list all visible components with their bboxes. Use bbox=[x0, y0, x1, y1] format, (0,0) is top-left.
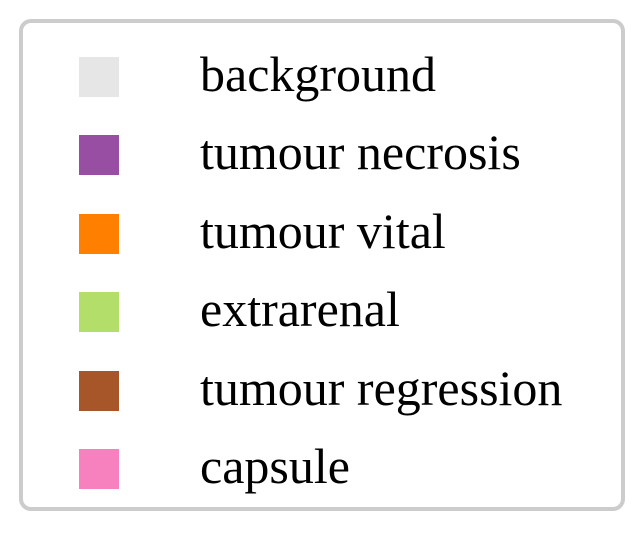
legend-item-tumour-regression: tumour regression bbox=[23, 357, 621, 417]
legend-label-tumour-necrosis: tumour necrosis bbox=[200, 124, 521, 180]
legend-label-background: background bbox=[200, 46, 437, 102]
legend-label-tumour-regression: tumour regression bbox=[200, 360, 563, 416]
legend-swatch-capsule bbox=[79, 449, 119, 489]
legend-item-tumour-vital: tumour vital bbox=[23, 200, 621, 260]
legend-item-background: background bbox=[23, 43, 621, 103]
legend-label-extrarenal: extrarenal bbox=[200, 281, 400, 337]
legend-box: background tumour necrosis tumour vital … bbox=[19, 19, 625, 511]
legend-label-tumour-vital: tumour vital bbox=[200, 203, 446, 259]
legend-item-extrarenal: extrarenal bbox=[23, 278, 621, 338]
legend-label-capsule: capsule bbox=[200, 438, 350, 494]
legend-swatch-extrarenal bbox=[79, 292, 119, 332]
legend-swatch-tumour-necrosis bbox=[79, 135, 119, 175]
legend-swatch-tumour-vital bbox=[79, 214, 119, 254]
legend-swatch-tumour-regression bbox=[79, 371, 119, 411]
legend-item-capsule: capsule bbox=[23, 435, 621, 495]
legend-item-tumour-necrosis: tumour necrosis bbox=[23, 121, 621, 181]
legend-swatch-background bbox=[79, 57, 119, 97]
